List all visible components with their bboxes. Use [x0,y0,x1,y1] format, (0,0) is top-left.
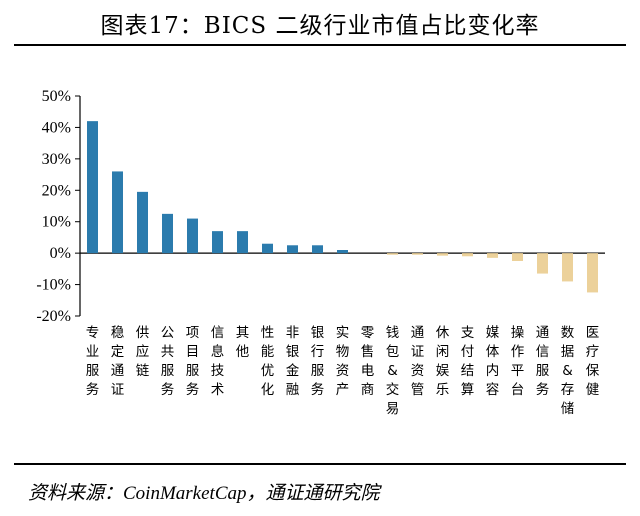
bar [337,250,348,254]
bar [462,253,473,257]
x-tick-label: 休闲娱乐 [436,325,450,398]
bar [237,231,248,254]
bar [87,121,98,254]
x-tick-label: 实物资产 [336,325,350,398]
bar [512,253,523,261]
x-tick-label: 稳定通证 [111,325,125,398]
footer-divider [14,463,626,465]
bar [312,245,323,254]
bar [437,253,448,256]
x-tick-label: 通证资管 [411,325,425,398]
bar [137,191,148,254]
x-tick-label: 非银金融 [286,325,300,398]
x-tick-label: 数据&存储 [561,325,575,417]
x-tick-label: 银行服务 [311,325,325,398]
bar [387,253,398,255]
x-tick-label: 钱包&交易 [386,325,400,417]
x-axis-labels: 专业服务稳定通证供应链公共服务项目服务信息技术其他性能优化非银金融银行服务实物资… [86,325,600,417]
x-tick-label: 媒体内容 [486,325,500,398]
y-tick-label: -10% [36,277,71,294]
y-tick-label: -20% [36,308,71,325]
chart-title: 图表17：BICS 二级行业市值占比变化率 [100,13,540,39]
x-tick-label: 性能优化 [261,325,275,398]
x-tick-label: 操作平台 [511,325,525,398]
y-tick-label: 40% [42,119,71,136]
bar [587,253,598,293]
x-tick-label: 专业服务 [86,325,100,398]
x-tick-label: 供应链 [136,325,150,379]
bar [487,253,498,258]
bar [537,253,548,274]
chart-axes [79,96,605,316]
bar-series [87,121,598,293]
y-tick-label: 0% [50,245,71,262]
title-divider [14,44,626,46]
bar [412,253,423,255]
bar [212,231,223,254]
y-axis-ticks: 50% 40% 30% 20% 10% 0% -10% -20% [36,88,80,325]
y-tick-label: 10% [42,214,71,231]
x-tick-label: 其他 [236,325,250,360]
x-tick-label: 信息技术 [211,325,225,398]
bar [262,243,273,254]
x-tick-label: 项目服务 [186,325,200,398]
x-tick-label: 通信服务 [536,325,550,398]
source-note: 资料来源：CoinMarketCap，通证通研究院 [28,483,380,504]
y-tick-label: 50% [42,88,71,105]
bar [187,218,198,254]
bar [562,253,573,282]
y-tick-label: 20% [42,182,71,199]
x-tick-label: 零售电商 [361,325,375,398]
y-tick-label: 30% [42,151,71,168]
bar [112,171,123,254]
bar [287,245,298,254]
x-tick-label: 公共服务 [161,325,175,398]
bar [162,213,173,254]
x-tick-label: 支付结算 [461,325,475,398]
x-tick-label: 医疗保健 [586,325,600,398]
